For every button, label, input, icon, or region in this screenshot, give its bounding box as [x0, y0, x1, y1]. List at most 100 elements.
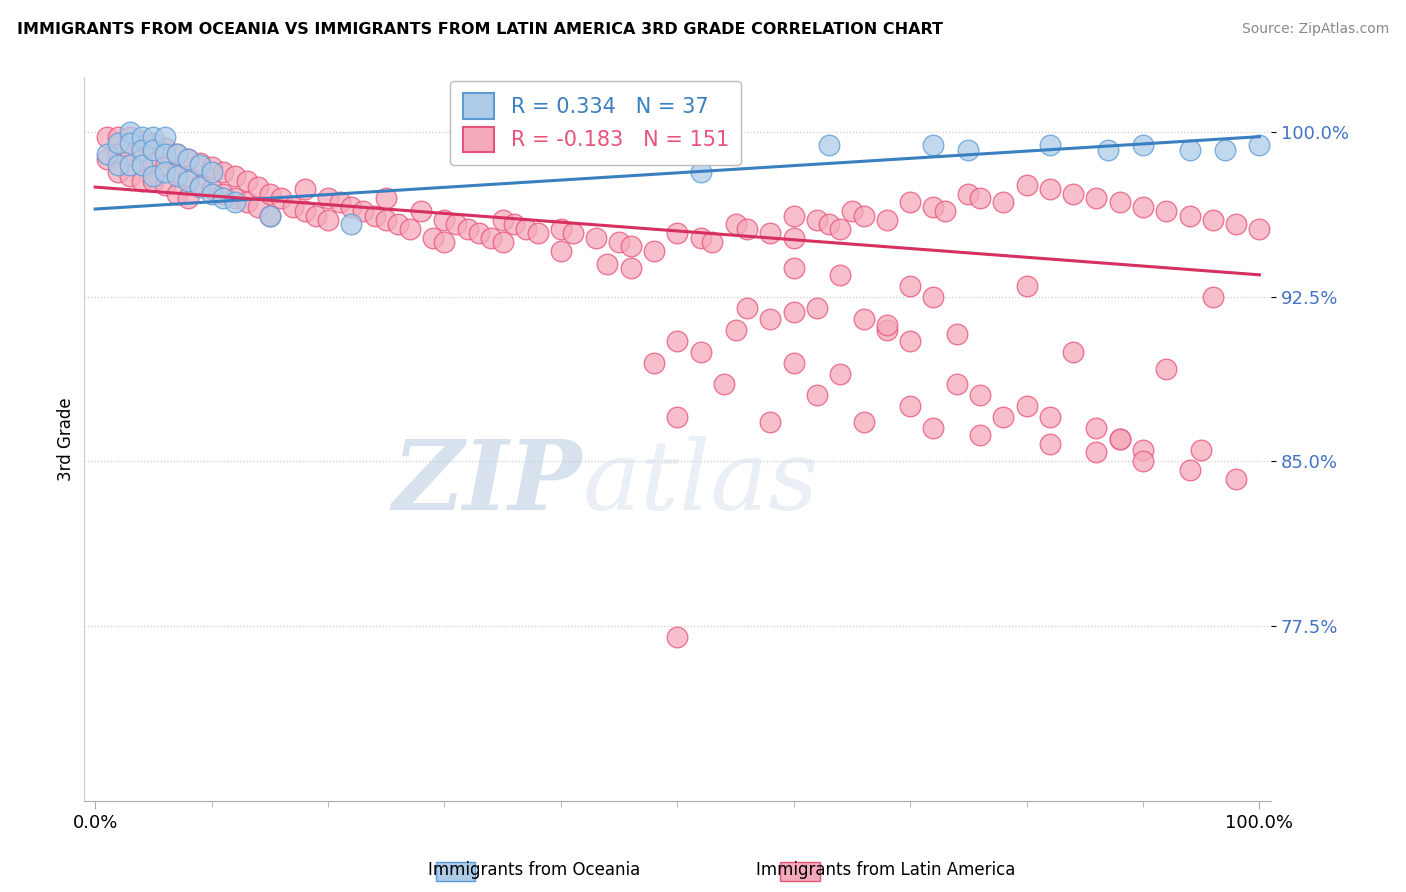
Point: [177, 173, 200, 187]
Point: [352, 204, 374, 219]
Point: [689, 230, 711, 244]
Point: [316, 191, 339, 205]
Point: [689, 165, 711, 179]
Point: [96, 147, 118, 161]
Point: [120, 158, 142, 172]
Point: [200, 186, 222, 201]
Point: [188, 180, 211, 194]
Point: [153, 140, 176, 154]
Point: [153, 147, 176, 161]
Point: [1213, 143, 1236, 157]
Point: [643, 355, 665, 369]
Point: [235, 173, 257, 187]
Point: [96, 129, 118, 144]
Point: [806, 388, 828, 402]
Point: [411, 204, 433, 219]
Point: [247, 180, 270, 194]
Point: [1015, 278, 1038, 293]
Text: ZIP: ZIP: [392, 436, 582, 530]
Point: [1108, 195, 1130, 210]
Point: [585, 230, 607, 244]
Point: [922, 290, 945, 304]
Point: [398, 221, 420, 235]
Point: [969, 388, 991, 402]
Point: [922, 421, 945, 435]
Point: [131, 129, 153, 144]
Point: [1249, 221, 1271, 235]
Point: [1189, 443, 1212, 458]
Point: [1156, 204, 1178, 219]
Point: [131, 152, 153, 166]
Point: [212, 165, 235, 179]
Point: [270, 191, 292, 205]
Point: [166, 147, 188, 161]
Point: [1108, 433, 1130, 447]
Point: [993, 195, 1015, 210]
Legend: R = 0.334   N = 37, R = -0.183   N = 151: R = 0.334 N = 37, R = -0.183 N = 151: [450, 80, 741, 165]
Point: [643, 244, 665, 258]
Point: [131, 173, 153, 187]
Point: [1062, 344, 1084, 359]
Point: [457, 221, 479, 235]
Point: [1085, 421, 1108, 435]
Point: [783, 209, 806, 223]
Point: [120, 169, 142, 183]
Point: [492, 213, 515, 227]
Point: [876, 318, 898, 333]
Point: [153, 178, 176, 192]
Y-axis label: 3rd Grade: 3rd Grade: [58, 398, 75, 481]
Point: [433, 235, 456, 249]
Point: [526, 226, 548, 240]
Point: [841, 204, 863, 219]
Point: [153, 161, 176, 175]
Point: [1178, 209, 1201, 223]
Point: [830, 221, 852, 235]
Point: [316, 213, 339, 227]
Point: [713, 377, 735, 392]
Point: [759, 415, 782, 429]
Point: [142, 173, 165, 187]
Point: [596, 257, 619, 271]
Point: [120, 125, 142, 139]
Point: [281, 200, 304, 214]
Point: [993, 410, 1015, 425]
Point: [898, 400, 921, 414]
Point: [131, 158, 153, 172]
Point: [96, 152, 118, 166]
Point: [969, 428, 991, 442]
Point: [153, 129, 176, 144]
Point: [107, 147, 129, 161]
Point: [200, 161, 222, 175]
Point: [224, 191, 246, 205]
Point: [259, 209, 281, 223]
Point: [735, 221, 758, 235]
Text: Source: ZipAtlas.com: Source: ZipAtlas.com: [1241, 22, 1389, 37]
Point: [1085, 191, 1108, 205]
Point: [1132, 200, 1154, 214]
Point: [120, 147, 142, 161]
Point: [666, 410, 689, 425]
Point: [259, 186, 281, 201]
Point: [759, 311, 782, 326]
Point: [817, 138, 839, 153]
Point: [666, 630, 689, 644]
Point: [922, 200, 945, 214]
Point: [479, 230, 502, 244]
Point: [224, 169, 246, 183]
Point: [876, 323, 898, 337]
Point: [235, 195, 257, 210]
Point: [224, 195, 246, 210]
Point: [177, 191, 200, 205]
Point: [107, 129, 129, 144]
Point: [735, 301, 758, 315]
Point: [200, 182, 222, 196]
Point: [305, 209, 328, 223]
Point: [1178, 143, 1201, 157]
Point: [830, 367, 852, 381]
Point: [550, 221, 572, 235]
Point: [444, 218, 467, 232]
Point: [1039, 436, 1062, 450]
Point: [329, 195, 352, 210]
Point: [120, 129, 142, 144]
Point: [852, 415, 875, 429]
